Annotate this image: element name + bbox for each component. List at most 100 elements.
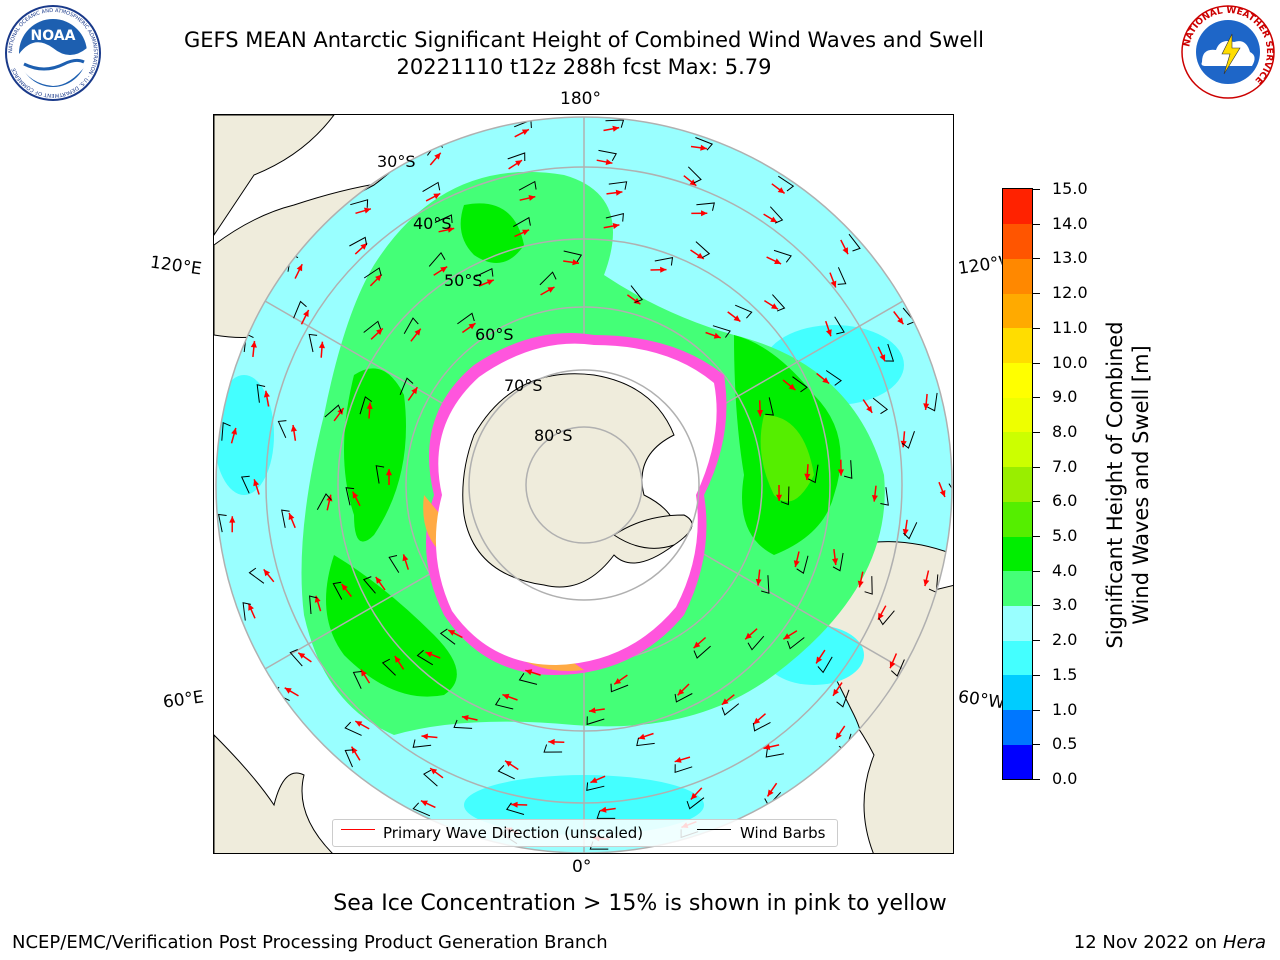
wave-arrow-head [822,377,830,384]
wave-arrow-head [505,760,512,767]
wind-barb [494,697,514,710]
wind-barb [324,404,342,418]
wind-barb [399,377,414,395]
colorbar-title-line2: Wind Waves and Swell [m] [1129,345,1153,625]
wind-barb [412,739,432,748]
wave-arrow-head [461,715,469,721]
wave-arrow-head [897,317,904,325]
wave-arrow-head [511,801,518,808]
legend-barb-line [697,829,731,830]
colorbar-tick-mark [1033,536,1040,538]
wind-barb [289,649,303,667]
wave-arrow-head [721,698,729,705]
wave-arrow-head [866,405,873,413]
wave-arrow-head [605,159,613,165]
wave-arrow-head [589,707,596,714]
wind-barb [362,576,376,594]
wind-barb [375,465,385,484]
colorbar-tick-mark [1033,189,1040,190]
colorbar-segment [1003,709,1032,745]
wind-barb [674,693,693,703]
wind-barb [890,659,905,677]
svg-text:NOAA: NOAA [31,28,76,44]
wind-barb [654,256,674,266]
wave-arrow-head [290,425,297,432]
wind-barb [765,397,774,416]
wind-barb [605,213,624,222]
colorbar-segment [1003,536,1032,572]
wave-arrow-head [318,341,325,349]
wave-arrow-head [767,789,774,797]
colorbar-tick-label: 2.0 [1052,630,1078,650]
wave-arrow-head [599,806,607,813]
wind-barb [769,206,784,224]
wind-barb [359,396,373,415]
wave-arrow-head [352,491,359,499]
colorbar-tick-label: 1.0 [1052,699,1078,719]
wave-arrow-head [296,264,303,272]
colorbar-tick-label: 0.0 [1052,769,1078,788]
wave-arrow-head [425,651,433,658]
colorbar-segment [1003,744,1032,780]
wave-arrow-head [777,187,785,194]
wind-barb [457,312,475,325]
wave-arrow-head [788,383,796,391]
wind-barb [747,635,765,651]
wave-arrow-head [774,258,782,264]
colorbar-tick-label: 4.0 [1052,560,1078,580]
wave-arrow-head [871,495,878,502]
wind-barb [586,782,605,792]
wind-barb [837,267,847,285]
wind-barb [388,555,400,573]
wind-barb [836,689,850,708]
wind-barb [507,152,526,162]
wind-barb [864,576,873,595]
wave-arrow-head [713,332,721,339]
wave-arrow-head [674,757,682,763]
colorbar-segment [1003,431,1032,468]
polar-stereographic-map: 30°S 40°S 50°S 60°S 70°S 80°S Primary Wa… [213,114,954,854]
wind-barb [903,522,918,540]
wind-barb [687,166,702,184]
wave-arrow-head [689,179,697,186]
colorbar-tick-mark [1033,327,1040,329]
colorbar-tick-label: 15.0 [1052,179,1088,198]
wind-barb [843,460,853,479]
lon-label-60e: 60°E [161,687,206,713]
wave-arrow-head [385,469,392,476]
wave-arrow-head [366,402,373,409]
legend-wave-line [341,829,375,830]
wave-arrow-head [793,560,800,568]
colorbar-tick-mark [1033,640,1040,642]
colorbar-tick-mark [1033,570,1040,572]
colorbar-segment [1003,327,1032,364]
wind-barb [345,487,355,506]
wind-barb [686,797,705,810]
wind-barb [765,749,784,758]
colorbar-title-line1: Significant Height of Combined [1103,321,1127,649]
wind-barb [712,325,731,338]
wave-arrow-head [804,473,811,481]
wave-arrow-head [902,528,909,536]
wave-arrow-head [248,603,254,611]
wind-barb [772,294,786,312]
wind-barb [608,181,628,190]
wave-arrow-head [572,259,579,266]
colorbar-tick-label: 7.0 [1052,456,1078,476]
wave-arrow-head [448,630,456,636]
wind-barb [721,703,740,716]
wind-barb [349,236,368,247]
wave-arrow-head [351,746,358,754]
wind-barb [293,300,307,319]
wind-barb [453,719,473,729]
colorbar-tick-label: 11.0 [1052,317,1088,337]
wind-barb [695,137,714,151]
colorbar-tick-mark [1033,709,1040,711]
wave-arrow-head [440,266,448,273]
wave-arrow-head [842,247,848,255]
wind-barb [610,683,629,693]
wind-barb [352,671,362,689]
lat-label-70s: 70°S [504,376,543,395]
colorbar-tick-label: 14.0 [1052,213,1088,233]
wave-arrow-head [923,579,930,587]
